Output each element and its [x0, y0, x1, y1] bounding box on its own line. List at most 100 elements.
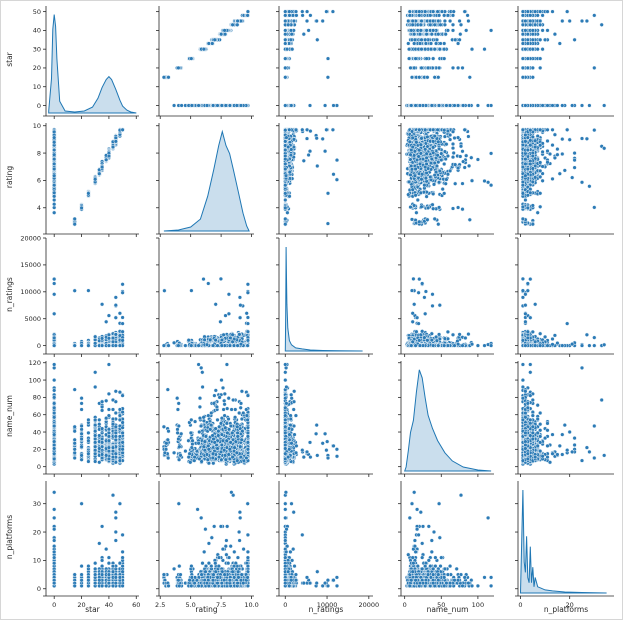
data-point [321, 19, 325, 23]
data-point [459, 23, 463, 27]
data-point [216, 104, 220, 108]
data-point [235, 104, 239, 108]
data-point [290, 32, 294, 36]
data-point [436, 75, 440, 79]
data-point [438, 47, 442, 51]
data-point [426, 75, 430, 79]
data-point [423, 38, 427, 42]
panel-star-vs-rating [156, 6, 254, 119]
data-point [172, 104, 176, 108]
data-point [290, 47, 294, 51]
data-point [437, 14, 441, 18]
data-point [419, 29, 423, 33]
data-point [580, 104, 584, 108]
data-point [289, 104, 293, 108]
data-point [418, 104, 422, 108]
data-point [289, 29, 293, 33]
data-point [442, 14, 446, 18]
data-point [461, 104, 465, 108]
data-point [431, 10, 435, 14]
y-tick-label: 40 [33, 27, 41, 35]
data-point [223, 32, 227, 36]
data-point [283, 14, 287, 18]
data-point [223, 29, 227, 33]
data-point [476, 104, 480, 108]
data-point [326, 57, 330, 61]
data-point [483, 47, 487, 51]
data-point [308, 104, 312, 108]
data-point [429, 42, 433, 46]
panel-star-vs-name_num [398, 6, 494, 119]
data-point [431, 29, 435, 33]
data-point [423, 10, 427, 14]
data-point [560, 104, 564, 108]
data-point [430, 32, 434, 36]
data-point [162, 75, 166, 79]
data-point [456, 66, 460, 70]
data-point [451, 66, 455, 70]
data-point [439, 42, 443, 46]
data-point [573, 38, 577, 42]
data-point [294, 10, 298, 14]
data-point [467, 104, 471, 108]
data-point [451, 23, 455, 27]
data-point [428, 14, 432, 18]
data-point [431, 57, 435, 61]
data-point [332, 104, 336, 108]
data-point [236, 19, 240, 23]
data-point [197, 104, 201, 108]
data-point [451, 14, 455, 18]
data-point [436, 19, 440, 23]
data-point [309, 14, 313, 18]
data-point [210, 42, 214, 46]
data-point [551, 10, 555, 14]
data-point [458, 19, 462, 23]
data-point [425, 32, 429, 36]
data-point [489, 29, 493, 33]
data-point [412, 32, 416, 36]
data-point [283, 29, 287, 33]
data-point [451, 29, 455, 33]
data-point [470, 47, 474, 51]
data-point [423, 47, 427, 51]
data-point [213, 38, 217, 42]
data-point [224, 104, 228, 108]
y-tick-label: 30 [33, 45, 41, 53]
data-point [305, 19, 309, 23]
data-point [446, 29, 450, 33]
data-point [434, 42, 438, 46]
data-point [461, 66, 465, 70]
data-point [246, 10, 250, 14]
data-point [407, 47, 411, 51]
data-point [413, 38, 417, 42]
data-point [167, 75, 171, 79]
data-point [430, 104, 434, 108]
y-tick-label: 10 [33, 83, 41, 91]
data-point [302, 32, 306, 36]
data-point [289, 38, 293, 42]
data-point [283, 104, 287, 108]
data-point [283, 38, 287, 42]
data-point [456, 42, 460, 46]
data-point [409, 29, 413, 33]
data-point [456, 104, 460, 108]
data-point [433, 47, 437, 51]
data-point [466, 14, 470, 18]
data-point [190, 104, 194, 108]
data-point [286, 23, 290, 27]
data-point [300, 10, 304, 14]
data-point [420, 47, 424, 51]
data-point [283, 10, 287, 14]
data-point [426, 66, 430, 70]
data-point [442, 42, 446, 46]
data-point [553, 32, 557, 36]
kde-curve-star [49, 15, 137, 113]
data-point [407, 57, 411, 61]
data-point [417, 10, 421, 14]
data-point [418, 32, 422, 36]
panel-star-vs-n_ratings [276, 6, 373, 119]
data-point [464, 29, 468, 33]
data-point [408, 10, 412, 14]
data-point [448, 19, 452, 23]
